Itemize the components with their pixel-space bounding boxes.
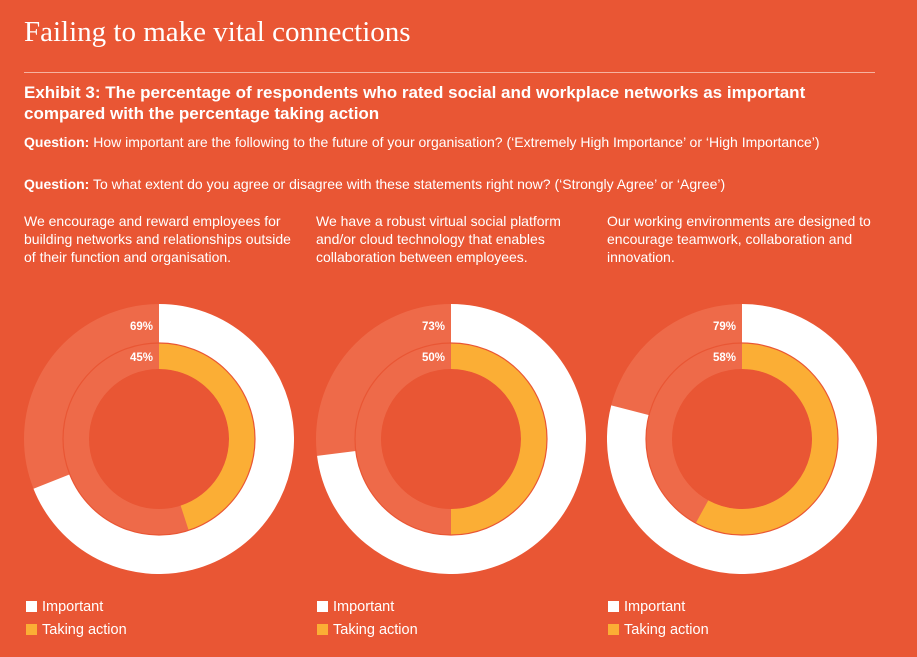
taking-action-arc <box>695 343 838 535</box>
chart-3-legend: Important Taking action <box>608 595 709 641</box>
taking-action-swatch <box>26 624 37 635</box>
taking-action-value-label: 45% <box>130 352 153 364</box>
legend-label-taking-action: Taking action <box>333 621 418 638</box>
chart-3-donut: 79% 58% <box>607 304 877 574</box>
important-swatch <box>608 601 619 612</box>
donut-svg: 73% 50% <box>316 304 586 574</box>
chart-2-description: We have a robust virtual social platform… <box>316 213 561 265</box>
taking-action-value-label: 58% <box>713 352 736 364</box>
chart-1-description: We encourage and reward employees for bu… <box>24 213 291 265</box>
legend-item-important: Important <box>317 595 418 618</box>
question-2-label: Question: <box>24 176 90 192</box>
chart-3-description: Our working environments are designed to… <box>607 213 871 265</box>
legend-item-taking-action: Taking action <box>608 618 709 641</box>
legend-label-important: Important <box>333 598 395 615</box>
legend-item-important: Important <box>608 595 709 618</box>
important-value-label: 79% <box>713 321 736 333</box>
important-value-label: 69% <box>130 321 153 333</box>
important-value-label: 73% <box>422 321 445 333</box>
legend-item-taking-action: Taking action <box>317 618 418 641</box>
taking-action-swatch <box>317 624 328 635</box>
important-arc <box>607 304 877 574</box>
taking-action-value-label: 50% <box>422 352 445 364</box>
ring-separator <box>645 342 839 536</box>
question-1-label: Question: <box>24 134 90 150</box>
ring-separator <box>89 369 229 509</box>
legend-label-important: Important <box>624 598 686 615</box>
legend-item-taking-action: Taking action <box>26 618 127 641</box>
ring-separator <box>381 369 521 509</box>
important-swatch <box>317 601 328 612</box>
taking-action-swatch <box>608 624 619 635</box>
chart-2-legend: Important Taking action <box>317 595 418 641</box>
taking-action-arc <box>450 343 547 535</box>
question-2: Question: To what extent do you agree or… <box>24 175 884 194</box>
legend-label-taking-action: Taking action <box>42 621 127 638</box>
page-title: Failing to make vital connections <box>24 16 411 48</box>
chart-1-donut: 69% 45% <box>24 304 294 574</box>
donut-svg: 79% 58% <box>607 304 877 574</box>
question-1-text: How important are the following to the f… <box>89 134 820 150</box>
important-swatch <box>26 601 37 612</box>
exhibit-title: Exhibit 3: The percentage of respondents… <box>24 83 806 123</box>
question-2-text: To what extent do you agree or disagree … <box>89 176 726 192</box>
ring-separator <box>672 369 812 509</box>
legend-label-important: Important <box>42 598 104 615</box>
legend-item-important: Important <box>26 595 127 618</box>
ring-separator <box>354 342 548 536</box>
important-arc <box>317 304 586 574</box>
donut-svg: 69% 45% <box>24 304 294 574</box>
taking-action-arc <box>158 343 255 531</box>
ring-separator <box>62 342 256 536</box>
title-divider <box>24 72 875 73</box>
legend-label-taking-action: Taking action <box>624 621 709 638</box>
important-arc <box>33 304 294 574</box>
question-1: Question: How important are the followin… <box>24 133 884 152</box>
chart-1-legend: Important Taking action <box>26 595 127 641</box>
chart-2-donut: 73% 50% <box>316 304 586 574</box>
